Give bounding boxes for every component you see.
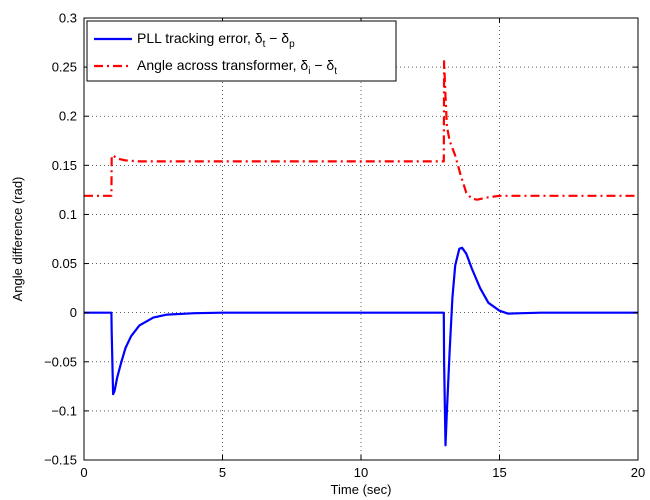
legend-angle-sub2: t bbox=[334, 66, 337, 77]
legend-pll-sub1: t bbox=[263, 39, 266, 50]
legend-pll-mid: − δ bbox=[265, 30, 289, 46]
y-tick-label: −0.15 bbox=[44, 453, 77, 468]
y-tick-label: −0.05 bbox=[44, 354, 77, 369]
series-line-transformer-angle bbox=[84, 60, 638, 201]
y-tick-label: 0.05 bbox=[52, 256, 77, 271]
series-layer bbox=[84, 60, 638, 447]
y-axis-label: Angle difference (rad) bbox=[10, 177, 25, 302]
legend-pll-sub2: p bbox=[289, 39, 295, 50]
y-tick-label: 0.15 bbox=[52, 158, 77, 173]
legend-angle-mid: − δ bbox=[310, 57, 334, 73]
y-tick-label: 0.1 bbox=[59, 207, 77, 222]
legend-angle-main: Angle across transformer, δ bbox=[137, 57, 308, 73]
legend-entry-pll-error: PLL tracking error, δt − δp bbox=[137, 30, 295, 50]
legend-box bbox=[86, 20, 397, 82]
x-tick-label: 15 bbox=[492, 465, 506, 480]
y-tick-label: 0.3 bbox=[59, 11, 77, 26]
y-tick-label: 0.25 bbox=[52, 60, 77, 75]
legend: PLL tracking error, δt − δp Angle across… bbox=[86, 20, 397, 82]
x-axis-label: Time (sec) bbox=[331, 482, 392, 497]
grid bbox=[84, 18, 638, 460]
tick-labels: 0 5 10 15 20 −0.15 −0.1 −0.05 0 0.05 0.1 0.15 0.2 0.2… bbox=[44, 11, 645, 481]
y-tick-label: 0.2 bbox=[59, 109, 77, 124]
y-tick-label: −0.1 bbox=[51, 403, 77, 418]
x-tick-label: 10 bbox=[354, 465, 368, 480]
y-tick-label: 0 bbox=[70, 305, 77, 320]
x-tick-label: 5 bbox=[219, 465, 226, 480]
series-line-pll-error bbox=[84, 246, 638, 447]
x-tick-label: 0 bbox=[80, 465, 87, 480]
legend-entry-transformer-angle: Angle across transformer, δi − δt bbox=[137, 57, 337, 77]
tick-marks bbox=[83, 17, 639, 461]
legend-angle-sub1: i bbox=[308, 66, 310, 77]
legend-pll-main: PLL tracking error, δ bbox=[137, 30, 263, 46]
x-tick-label: 20 bbox=[631, 465, 645, 480]
